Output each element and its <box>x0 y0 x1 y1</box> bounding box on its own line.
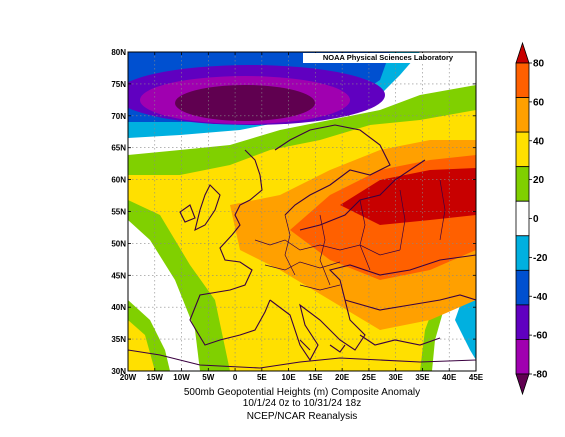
colorbar-segment <box>515 166 530 202</box>
lon-label: 15E <box>308 373 323 382</box>
colorbar-label: 40 <box>533 136 545 147</box>
colorbar-label: 80 <box>533 59 545 70</box>
colorbar-label: -60 <box>533 331 548 342</box>
colorbar-label: -40 <box>533 292 548 303</box>
lon-label: 0 <box>233 373 238 382</box>
colorbar-segment <box>515 131 530 168</box>
colorbar-arrow-top <box>515 41 530 64</box>
lat-label: 45N <box>111 271 126 280</box>
colorbar-label: 0 <box>533 214 539 225</box>
credit-label: NOAA Physical Sciences Laboratory <box>303 53 473 63</box>
lon-label: 45E <box>469 373 484 382</box>
colorbar-label: -80 <box>533 370 548 381</box>
lon-label: 35E <box>415 373 430 382</box>
colorbar-label: 60 <box>533 97 545 108</box>
colorbar-segment <box>515 304 530 340</box>
lon-label: 40E <box>442 373 457 382</box>
colorbar-segment <box>515 97 530 133</box>
lon-label: 10E <box>281 373 296 382</box>
lon-label: 20E <box>335 373 350 382</box>
colorbar-arrow-bottom <box>515 373 530 396</box>
lat-label: 65N <box>111 144 126 153</box>
lon-label: 5E <box>257 373 267 382</box>
lon-label: 20W <box>120 373 137 382</box>
lat-label: 80N <box>111 48 126 57</box>
colorbar-segment <box>515 235 530 271</box>
lon-label: 5W <box>202 373 214 382</box>
lon-label: 15W <box>147 373 164 382</box>
anomaly-field <box>128 52 476 371</box>
lat-label: 75N <box>111 80 126 89</box>
lat-label: 40N <box>111 303 126 312</box>
lat-label: 30N <box>111 367 126 376</box>
colorbar-segment <box>515 200 530 237</box>
coastlines <box>128 124 476 369</box>
longitude-labels: 20W 15W 10W 5W 0 5E 10E 15E 20E 25E 30E 35E 40E 45E <box>120 373 484 382</box>
lon-label: 10W <box>173 373 190 382</box>
lon-label: 30E <box>389 373 404 382</box>
lat-label: 35N <box>111 335 126 344</box>
lat-label: 55N <box>111 208 126 217</box>
lat-label: 50N <box>111 239 126 248</box>
lon-label: 25E <box>362 373 377 382</box>
colorbar-segment <box>515 62 530 98</box>
latitude-labels: 80N 75N 70N 65N 60N 55N 50N 45N 40N 35N 30N <box>111 48 126 376</box>
colorbar-label: 20 <box>533 175 545 186</box>
colorbar-segment <box>515 339 530 375</box>
colorbar: 80 60 40 20 0 -20 -40 -60 -80 <box>515 41 548 396</box>
graticule <box>128 52 476 371</box>
colorbar-label: -20 <box>533 253 548 264</box>
caption-title: 500mb Geopotential Heights (m) Composite… <box>183 387 421 398</box>
colorbar-segment <box>515 269 530 306</box>
caption-source: NCEP/NCAR Reanalysis <box>246 411 358 422</box>
lat-label: 60N <box>111 176 126 185</box>
caption-period: 10/1/24 0z to 10/31/24 18z <box>242 398 362 409</box>
lat-label: 70N <box>111 112 126 121</box>
country-borders <box>254 179 446 291</box>
